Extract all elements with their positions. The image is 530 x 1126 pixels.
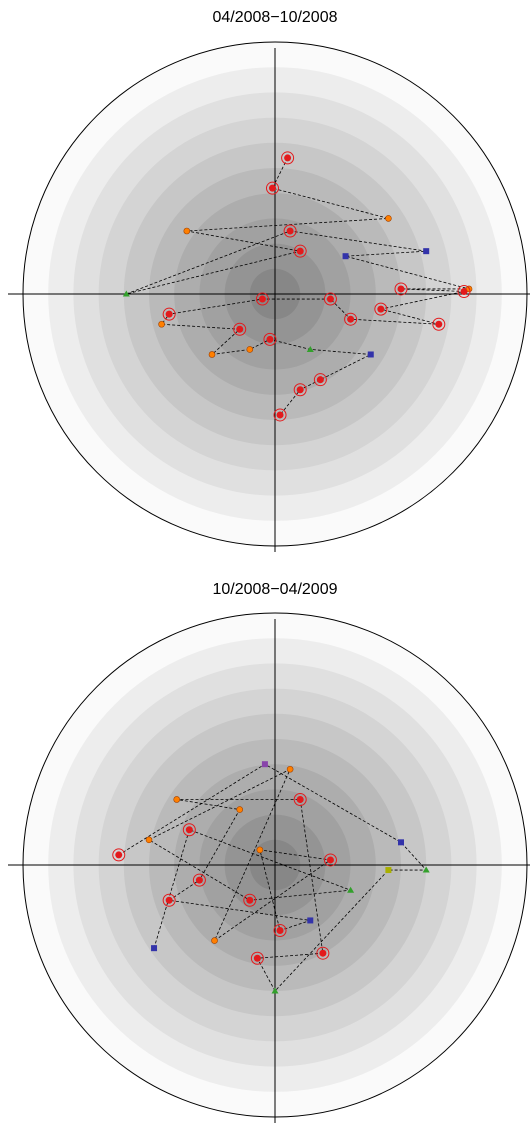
point-ring (323, 292, 337, 306)
point-ring (263, 332, 277, 346)
point (151, 945, 158, 952)
point (307, 917, 314, 924)
point (208, 351, 216, 358)
point (236, 325, 244, 333)
point-ring (293, 244, 307, 258)
point-ring (344, 312, 358, 326)
point (236, 806, 244, 813)
point (246, 346, 254, 353)
point (158, 320, 165, 328)
point (397, 285, 405, 293)
point (173, 796, 181, 803)
chart: 04/2008−10/2008 (8, 9, 530, 552)
connecting-line (126, 157, 470, 416)
point-ring (250, 951, 264, 965)
point (258, 295, 266, 303)
point (422, 866, 430, 873)
point-ring (283, 224, 297, 238)
point (276, 411, 284, 419)
point (115, 851, 123, 859)
point-ring (182, 823, 196, 837)
point (342, 253, 349, 260)
point (423, 248, 430, 255)
point (271, 987, 279, 994)
point (183, 227, 191, 235)
point-ring (112, 848, 126, 862)
point-ring (273, 924, 287, 938)
point (326, 295, 334, 303)
point (165, 310, 173, 318)
point (316, 376, 324, 384)
point (306, 345, 314, 352)
point (398, 839, 404, 846)
point (296, 247, 304, 255)
point (367, 351, 374, 358)
point (435, 320, 443, 328)
point (286, 227, 294, 235)
point-ring (233, 322, 247, 336)
point (261, 761, 268, 768)
point (284, 154, 292, 162)
point (276, 927, 284, 935)
point-ring (265, 181, 279, 195)
point-ring (293, 383, 307, 397)
point (246, 896, 254, 904)
point (347, 886, 355, 893)
point (253, 954, 261, 962)
point (326, 856, 334, 864)
chart-title: 04/2008−10/2008 (212, 9, 337, 26)
point (266, 335, 274, 343)
point (268, 184, 276, 192)
point-ring (273, 408, 287, 422)
point-ring (432, 317, 446, 331)
point (185, 826, 193, 834)
point-ring (394, 282, 408, 296)
point-ring (243, 893, 257, 907)
point (296, 386, 304, 394)
chart: 10/2008−04/2009 (8, 581, 530, 1123)
point (460, 287, 468, 295)
point (256, 846, 264, 854)
point (165, 896, 173, 904)
point-ring (281, 151, 295, 165)
point-ring (374, 302, 388, 316)
point-ring (192, 873, 206, 887)
point-ring (457, 284, 471, 298)
point-ring (162, 893, 176, 907)
point (319, 949, 327, 957)
point (286, 765, 294, 773)
point (296, 795, 304, 803)
point (385, 867, 392, 874)
point (377, 305, 385, 313)
point-ring (323, 853, 337, 867)
point (122, 290, 130, 297)
chart-title: 10/2008−04/2009 (212, 581, 337, 598)
point-ring (255, 292, 269, 306)
point (195, 876, 203, 884)
point-ring (162, 307, 176, 321)
point-ring (293, 792, 307, 806)
point (385, 215, 392, 222)
point-ring (316, 946, 330, 960)
point (211, 937, 218, 944)
connecting-line (118, 763, 428, 992)
point (145, 836, 153, 844)
point (347, 315, 355, 323)
point-ring (313, 373, 327, 387)
